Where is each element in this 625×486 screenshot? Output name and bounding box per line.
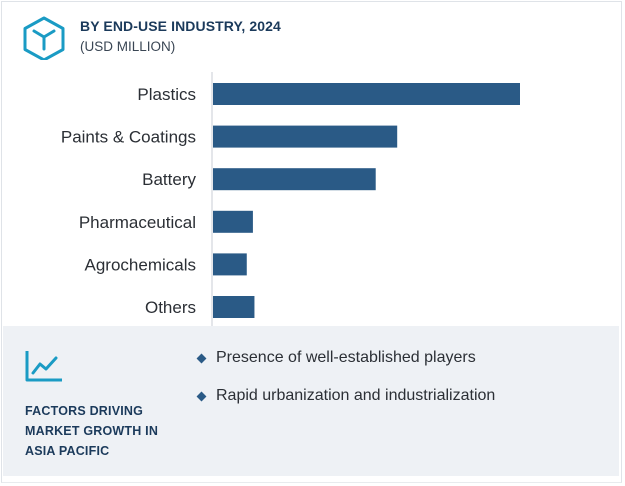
bar-chart-svg: Plastics Paints & Coatings Battery Pharmace… — [61, 72, 520, 328]
growth-driver-text: Rapid urbanization and industrialization — [216, 387, 496, 404]
bar-battery — [213, 168, 376, 191]
growth-driver-text: Presence of well-established players — [216, 349, 476, 366]
category-label: Battery — [142, 170, 196, 189]
chart-header: BY END-USE INDUSTRY, 2024 (USD MILLION) — [20, 14, 420, 64]
cube-hexagon-icon — [23, 16, 65, 60]
trend-line-chart-icon — [25, 351, 62, 382]
growth-driver-item: Rapid urbanization and industrialization — [196, 385, 495, 423]
factors-heading-line: MARKET GROWTH IN — [25, 424, 159, 438]
category-label: Paints & Coatings — [61, 128, 196, 147]
chart-subtitle: (USD MILLION) — [80, 39, 176, 54]
bar-chart: Plastics Paints & Coatings Battery Pharmace… — [0, 66, 625, 332]
bar-paints-coatings — [213, 125, 398, 148]
diamond-bullet-icon — [196, 391, 207, 402]
growth-factors-panel: FACTORS DRIVING MARKET GROWTH IN ASIA PA… — [3, 326, 619, 476]
diamond-bullet-icon — [196, 353, 207, 364]
bar-agrochemicals — [213, 253, 247, 276]
category-label: Others — [145, 298, 196, 317]
growth-driver-item: Presence of well-established players — [196, 347, 495, 385]
chart-title: BY END-USE INDUSTRY, 2024 — [80, 18, 281, 34]
category-label: Pharmaceutical — [79, 213, 196, 232]
category-label: Plastics — [137, 85, 196, 104]
factors-heading: FACTORS DRIVING MARKET GROWTH IN ASIA PA… — [25, 401, 200, 461]
growth-drivers-list: Presence of well-established players Rap… — [196, 347, 495, 423]
factors-heading-line: FACTORS DRIVING — [25, 404, 144, 418]
bar-pharmaceutical — [213, 210, 253, 233]
bar-others — [213, 296, 255, 318]
category-label: Agrochemicals — [85, 255, 197, 274]
bar-plastics — [213, 83, 520, 105]
factors-heading-line: ASIA PACIFIC — [25, 444, 110, 458]
